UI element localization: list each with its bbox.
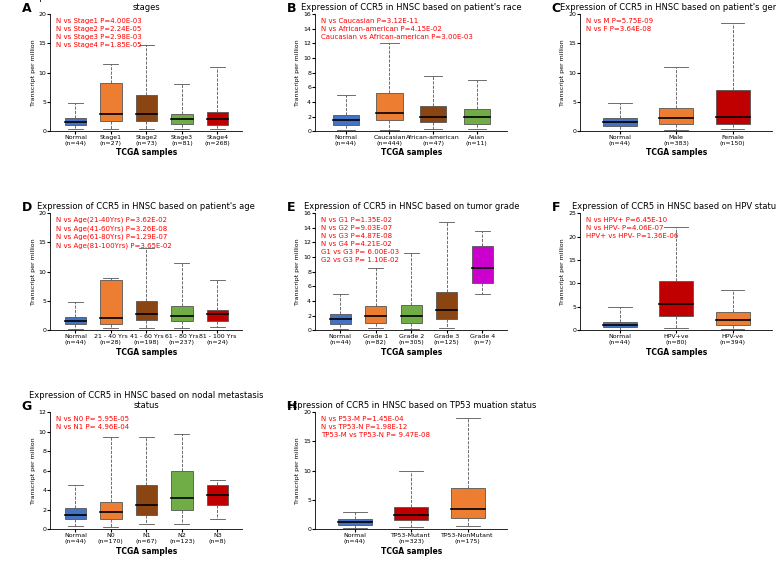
Bar bbox=[64, 118, 86, 126]
Bar bbox=[64, 318, 86, 324]
X-axis label: TCGA samples: TCGA samples bbox=[381, 149, 442, 158]
Bar bbox=[394, 507, 428, 520]
Bar bbox=[171, 471, 192, 510]
Bar bbox=[715, 312, 750, 324]
Text: N vs Stage1 P=4.00E-03
N vs Stage2 P=2.24E-05
N vs Stage3 P=2.98E-03
N vs Stage4: N vs Stage1 P=4.00E-03 N vs Stage2 P=2.2… bbox=[56, 17, 142, 48]
Title: Expression of CCR5 in HNSC based on nodal metastasis
status: Expression of CCR5 in HNSC based on noda… bbox=[29, 391, 264, 410]
Bar bbox=[338, 519, 372, 525]
Text: A: A bbox=[22, 2, 31, 15]
Y-axis label: Transcript per million: Transcript per million bbox=[296, 39, 300, 106]
Bar bbox=[463, 109, 490, 124]
Title: Expression of CCR5 in HNSC based on patient's gender: Expression of CCR5 in HNSC based on pati… bbox=[560, 3, 776, 12]
Bar bbox=[330, 314, 351, 324]
Bar bbox=[136, 95, 157, 120]
X-axis label: TCGA samples: TCGA samples bbox=[381, 347, 442, 356]
X-axis label: TCGA samples: TCGA samples bbox=[116, 347, 177, 356]
Bar bbox=[207, 485, 228, 505]
Bar bbox=[136, 485, 157, 515]
Bar bbox=[207, 310, 228, 321]
Text: N vs Caucasian P=3.12E-11
N vs African-american P=4.15E-02
Caucasian vs African-: N vs Caucasian P=3.12E-11 N vs African-a… bbox=[321, 17, 473, 39]
Bar bbox=[64, 508, 86, 520]
Bar bbox=[660, 281, 693, 316]
Title: Expression of CCR5 in HNSC based on tumor grade: Expression of CCR5 in HNSC based on tumo… bbox=[303, 202, 519, 211]
X-axis label: TCGA samples: TCGA samples bbox=[646, 347, 707, 356]
Y-axis label: Transcript per million: Transcript per million bbox=[30, 39, 36, 106]
Text: D: D bbox=[22, 202, 32, 215]
Bar bbox=[365, 306, 386, 323]
Text: N vs HPV+ P=6.45E-10
N vs HPV- P=4.06E-07
HPV+ vs HPV- P=1.36E-06: N vs HPV+ P=6.45E-10 N vs HPV- P=4.06E-0… bbox=[586, 217, 678, 239]
Bar bbox=[436, 292, 458, 319]
Title: Expression of CCR5 in HNSC based on patient's age: Expression of CCR5 in HNSC based on pati… bbox=[37, 202, 255, 211]
X-axis label: TCGA samples: TCGA samples bbox=[116, 547, 177, 556]
Y-axis label: Transcript per million: Transcript per million bbox=[560, 39, 566, 106]
Bar bbox=[715, 90, 750, 123]
X-axis label: TCGA samples: TCGA samples bbox=[646, 149, 707, 158]
Bar bbox=[420, 105, 446, 122]
Text: B: B bbox=[286, 2, 296, 15]
Bar bbox=[376, 93, 403, 120]
X-axis label: TCGA samples: TCGA samples bbox=[381, 547, 442, 556]
Bar bbox=[400, 305, 422, 323]
Text: N vs P53-M P=1.45E-04
N vs TP53-N P=1.98E-12
TP53-M vs TP53-N P= 9.47E-08: N vs P53-M P=1.45E-04 N vs TP53-N P=1.98… bbox=[321, 415, 430, 437]
Bar bbox=[603, 118, 636, 127]
Bar bbox=[660, 108, 693, 124]
Text: F: F bbox=[552, 202, 560, 215]
Bar bbox=[100, 502, 122, 520]
Bar bbox=[171, 306, 192, 321]
Title: Expression of CCR5 in HNSC based on individual cancer
stages: Expression of CCR5 in HNSC based on indi… bbox=[29, 0, 264, 12]
Text: C: C bbox=[552, 2, 560, 15]
Y-axis label: Transcript per million: Transcript per million bbox=[30, 238, 36, 305]
X-axis label: TCGA samples: TCGA samples bbox=[116, 149, 177, 158]
Bar bbox=[333, 115, 359, 126]
Bar bbox=[451, 488, 485, 517]
Bar bbox=[171, 114, 192, 124]
Bar bbox=[472, 246, 493, 283]
Bar bbox=[136, 301, 157, 320]
Text: E: E bbox=[286, 202, 295, 215]
Title: Expression of CCR5 in HNSC based on patient's race: Expression of CCR5 in HNSC based on pati… bbox=[301, 3, 521, 12]
Bar bbox=[100, 83, 122, 120]
Bar bbox=[603, 322, 636, 327]
Y-axis label: Transcript per million: Transcript per million bbox=[296, 437, 300, 504]
Text: N vs G1 P=1.35E-02
N vs G2 P=9.03E-07
N vs G3 P=4.87E-08
N vs G4 P=4.21E-02
G1 v: N vs G1 P=1.35E-02 N vs G2 P=9.03E-07 N … bbox=[321, 217, 399, 262]
Title: Expression of CCR5 in HNSC based on HPV status: Expression of CCR5 in HNSC based on HPV … bbox=[572, 202, 776, 211]
Text: N vs Age(21-40Yrs) P=3.62E-02
N vs Age(41-60Yrs) P=3.26E-08
N vs Age(61-80Yrs) P: N vs Age(21-40Yrs) P=3.62E-02 N vs Age(4… bbox=[56, 217, 172, 249]
Bar bbox=[207, 113, 228, 126]
Text: H: H bbox=[286, 400, 297, 413]
Text: N vs M P=5.75E-09
N vs F P=3.64E-08: N vs M P=5.75E-09 N vs F P=3.64E-08 bbox=[586, 17, 653, 32]
Y-axis label: Transcript per million: Transcript per million bbox=[30, 437, 36, 504]
Text: N vs N0 P= 5.95E-05
N vs N1 P= 4.96E-04: N vs N0 P= 5.95E-05 N vs N1 P= 4.96E-04 bbox=[56, 415, 130, 430]
Y-axis label: Transcript per million: Transcript per million bbox=[296, 238, 300, 305]
Text: G: G bbox=[22, 400, 32, 413]
Title: Expression of CCR5 in HNSC based on TP53 muation status: Expression of CCR5 in HNSC based on TP53… bbox=[286, 401, 536, 410]
Bar bbox=[100, 280, 122, 324]
Y-axis label: Transcript per million: Transcript per million bbox=[560, 238, 566, 305]
